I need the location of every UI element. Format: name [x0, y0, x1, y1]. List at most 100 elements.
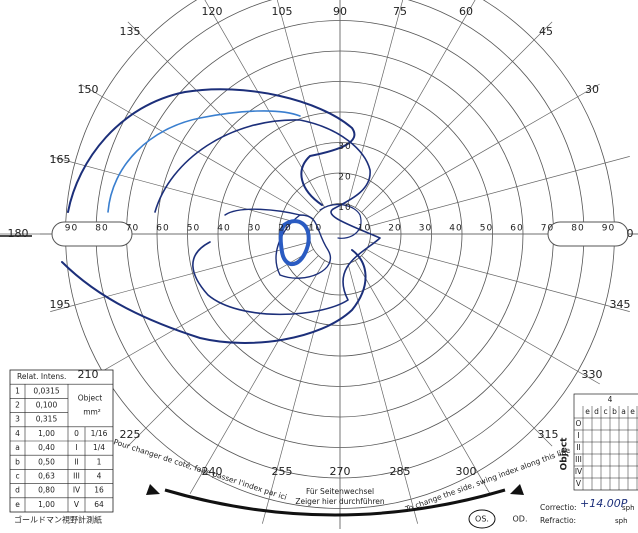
table-cell: 0,315: [36, 415, 58, 424]
angle-label: 180: [8, 227, 29, 240]
eccentricity-label: 50: [480, 224, 493, 234]
angle-label: 195: [50, 298, 71, 311]
angle-label: 255: [272, 465, 293, 478]
spoke: [128, 256, 319, 447]
table-unit: mm²: [83, 408, 101, 417]
table-cell: 0,0315: [33, 386, 59, 395]
table-cell: 1/4: [93, 443, 105, 452]
table-cell: 16: [94, 486, 104, 495]
eccentricity-label: 90: [65, 224, 78, 234]
spoke: [369, 242, 629, 312]
isopters: [62, 89, 380, 343]
spoke: [128, 22, 319, 213]
angle-label: 150: [78, 83, 99, 96]
grid-row: IV: [575, 467, 583, 476]
spoke: [80, 84, 313, 219]
angle-label: 300: [456, 465, 477, 478]
spoke: [190, 260, 325, 493]
eccentricity-label: 20: [388, 224, 401, 234]
spoke: [355, 260, 490, 493]
angle-label: 270: [330, 465, 351, 478]
angle-label: 315: [538, 428, 559, 441]
side-change-de: Für Seitenwechsel: [306, 487, 374, 496]
spoke: [50, 156, 310, 226]
refraction-label: Refractio:: [540, 516, 576, 525]
table-cell: 1: [97, 457, 102, 466]
angle-label: 90: [333, 5, 347, 18]
table-cell: 0,50: [38, 457, 55, 466]
table-cell: a: [15, 443, 20, 452]
angle-label: 60: [459, 5, 473, 18]
table-cell: 1/16: [91, 429, 108, 438]
table-cell: V: [74, 500, 80, 509]
table-cell: 0,100: [36, 401, 58, 410]
grid-row: V: [576, 479, 582, 488]
table-cell: I: [75, 443, 77, 452]
spoke: [262, 263, 332, 523]
spoke: [348, 0, 418, 205]
eccentricity-label: 10: [338, 203, 351, 213]
table-cell: 1,00: [38, 500, 55, 509]
eye-od: OD.: [513, 515, 528, 524]
side-change-fr: Pour changer de coté, faire passer l'ind…: [112, 437, 287, 502]
angle-label: 105: [272, 5, 293, 18]
table-cell: d: [15, 486, 20, 495]
table-cell: 1: [15, 386, 20, 395]
angle-label: 30: [585, 83, 599, 96]
eccentricity-label: 10: [309, 224, 322, 234]
spoke: [366, 84, 599, 219]
spoke: [80, 249, 313, 384]
table-cell: II: [74, 457, 78, 466]
angle-label: 165: [50, 153, 71, 166]
table-header: Relat. Intens.: [17, 372, 66, 381]
grid-row: I: [577, 431, 579, 440]
angle-label: 345: [610, 298, 631, 311]
eccentricity-label: 90: [602, 224, 615, 234]
side-change-de: Zeiger hier durchführen: [295, 497, 385, 506]
table-cell: 1,00: [38, 429, 55, 438]
spoke: [362, 22, 553, 213]
table-cell: 0: [74, 429, 79, 438]
table-cell: 0,63: [38, 472, 55, 481]
table-cell: 2: [15, 401, 20, 410]
eye-os: OS.: [475, 515, 489, 524]
spoke: [366, 249, 599, 384]
table-header: Object: [78, 393, 102, 402]
table-cell: 4: [97, 472, 102, 481]
grid-col: d: [594, 407, 599, 416]
eccentricity-label: 60: [156, 224, 169, 234]
eccentricity-label: 50: [187, 224, 200, 234]
spoke: [362, 256, 553, 447]
eccentricity-label: 20: [278, 224, 291, 234]
table-cell: IV: [73, 486, 81, 495]
angle-label: 0: [627, 227, 634, 240]
angle-label: 285: [390, 465, 411, 478]
eccentricity-label: 60: [510, 224, 523, 234]
correction-label: Correctio:: [540, 503, 577, 512]
angle-label: 240: [202, 465, 223, 478]
refraction-unit: sph: [615, 517, 628, 525]
grid-col: c: [603, 407, 607, 416]
label-box: [548, 222, 628, 246]
angle-label: 210: [78, 368, 99, 381]
eccentricity-label: 80: [571, 224, 584, 234]
correction-unit: sph: [622, 504, 635, 512]
grid-col: a: [621, 407, 626, 416]
spoke: [262, 0, 332, 205]
grid-col: e: [630, 407, 635, 416]
table-cell: c: [15, 472, 19, 481]
angle-label: 225: [120, 428, 141, 441]
table-cell: 0,40: [38, 443, 55, 452]
angle-label: 120: [202, 5, 223, 18]
correction-value: +14.00P: [580, 497, 628, 510]
grid-row: II: [576, 443, 580, 452]
angle-label: 75: [393, 5, 407, 18]
eccentricity-label: 70: [126, 224, 139, 234]
grid-row: III: [575, 455, 582, 464]
grid-col: e: [585, 407, 590, 416]
grid-intensity: 4: [608, 395, 613, 404]
angle-label: 45: [539, 25, 553, 38]
eccentricity-label: 70: [541, 224, 554, 234]
